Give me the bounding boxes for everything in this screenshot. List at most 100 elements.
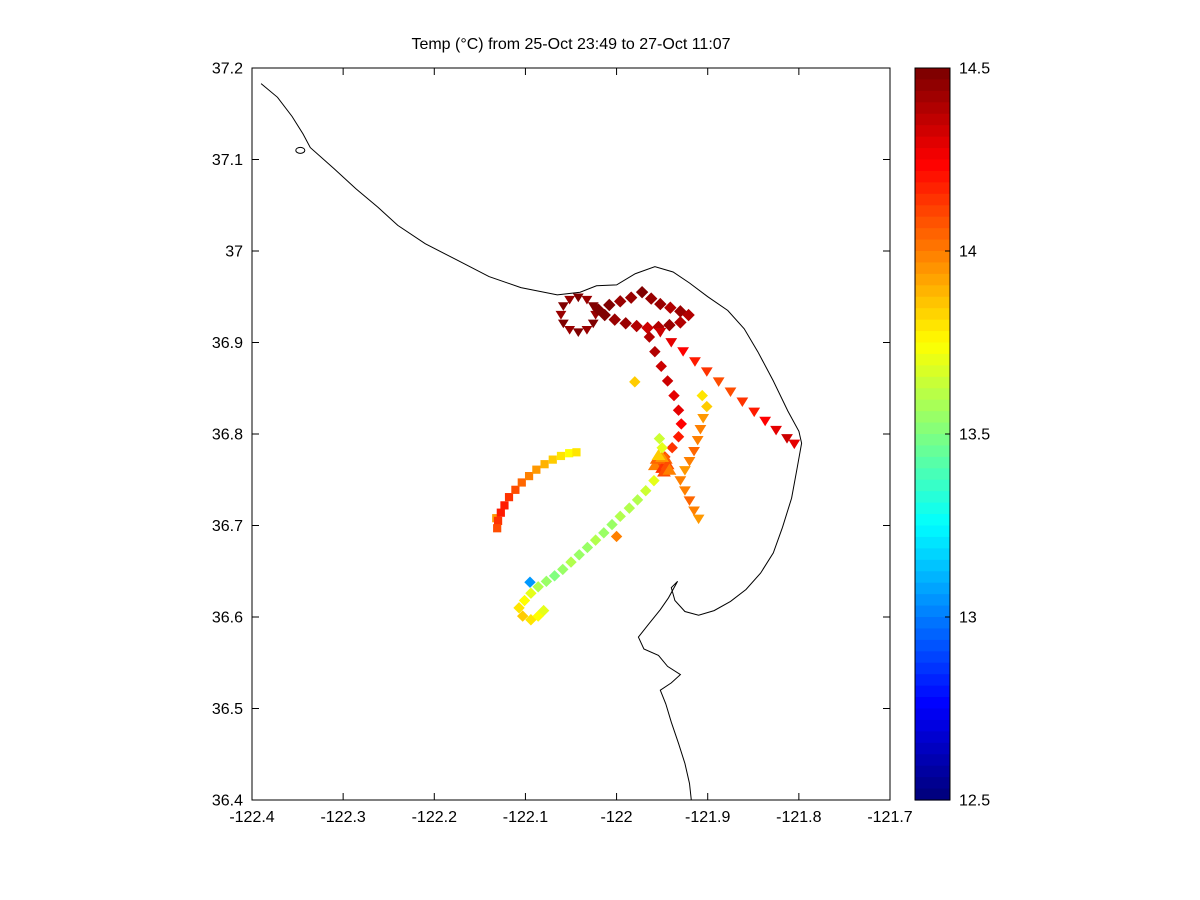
- colorbar-segment: [915, 182, 950, 195]
- colorbar-segment: [915, 708, 950, 721]
- data-marker: [493, 516, 503, 526]
- data-marker: [712, 377, 725, 387]
- colorbar-segment: [915, 639, 950, 652]
- data-marker: [736, 397, 749, 408]
- data-marker: [643, 331, 656, 343]
- data-marker: [496, 508, 505, 517]
- data-marker: [598, 308, 611, 322]
- colorbar-segment: [915, 342, 950, 355]
- y-tick-label: 36.7: [212, 518, 243, 535]
- colorbar-segment: [915, 113, 950, 126]
- x-tick-label: -122.1: [503, 809, 548, 826]
- data-marker: [572, 328, 584, 337]
- colorbar-segment: [915, 193, 950, 206]
- colorbar-segment: [915, 376, 950, 389]
- colorbar-segment: [915, 594, 950, 607]
- data-marker: [631, 494, 644, 506]
- colorbar-segment: [915, 674, 950, 687]
- x-tick-label: -122: [601, 809, 633, 826]
- colorbar-segment: [915, 262, 950, 275]
- colorbar-segment: [915, 308, 950, 321]
- data-marker: [513, 602, 525, 614]
- colorbar-segment: [915, 365, 950, 378]
- colorbar-segment: [915, 582, 950, 595]
- track-scattered-points: [610, 376, 713, 543]
- colorbar-tick-label: 14: [959, 244, 977, 261]
- colorbar-segment: [915, 536, 950, 549]
- x-tick-label: -122.2: [412, 809, 457, 826]
- data-marker: [668, 389, 680, 402]
- data-marker: [557, 563, 569, 576]
- data-marker: [518, 594, 531, 607]
- x-tick-label: -121.8: [776, 809, 821, 826]
- colorbar-segment: [915, 571, 950, 584]
- colorbar-segment: [915, 216, 950, 229]
- y-tick-label: 36.8: [212, 427, 243, 444]
- data-marker: [619, 317, 632, 330]
- data-marker: [524, 576, 536, 588]
- data-marker: [661, 375, 674, 387]
- colorbar-segment: [915, 228, 950, 241]
- data-marker: [517, 478, 526, 487]
- colorbar-segment: [915, 68, 950, 81]
- colorbar-tick-label: 13.5: [959, 427, 990, 444]
- y-tick-label: 36.5: [212, 701, 243, 718]
- colorbar-segment: [915, 468, 950, 481]
- data-marker: [592, 303, 605, 316]
- colorbar-segment: [915, 628, 950, 641]
- data-marker: [688, 506, 700, 516]
- data-marker: [589, 534, 602, 546]
- data-marker: [682, 308, 695, 322]
- data-marker: [532, 610, 544, 622]
- colorbar-segment: [915, 742, 950, 755]
- track-north-loop: [555, 293, 602, 337]
- data-marker: [647, 459, 662, 471]
- data-marker: [598, 527, 610, 539]
- data-marker: [573, 549, 585, 561]
- colorbar-segment: [915, 548, 950, 561]
- data-marker: [663, 318, 676, 332]
- colorbar-tick-label: 12.5: [959, 793, 990, 810]
- data-marker: [603, 298, 616, 312]
- data-marker: [672, 431, 685, 443]
- coastline: [260, 83, 803, 801]
- data-marker: [672, 404, 685, 416]
- data-marker: [700, 367, 713, 377]
- data-marker: [692, 514, 705, 525]
- colorbar-segment: [915, 205, 950, 218]
- colorbar-segment: [915, 331, 950, 344]
- data-marker: [581, 295, 593, 305]
- data-marker: [665, 338, 678, 348]
- y-axis: 36.4 36.5 36.6 36.7 36.8 36.9 37 37.1 37.2: [212, 61, 890, 810]
- colorbar-segment: [915, 456, 950, 469]
- data-marker: [581, 541, 594, 554]
- data-marker: [649, 345, 661, 358]
- colorbar-segment: [915, 296, 950, 309]
- data-marker: [557, 302, 569, 311]
- data-marker: [623, 502, 636, 514]
- coastline-map: [260, 83, 803, 801]
- data-marker: [537, 604, 550, 617]
- colorbar-segment: [915, 765, 950, 778]
- y-tick-label: 37.1: [212, 152, 243, 169]
- data-marker: [525, 614, 537, 626]
- data-marker: [564, 326, 576, 335]
- data-marker: [683, 496, 696, 506]
- colorbar-segment: [915, 399, 950, 412]
- plot-box: [251, 67, 891, 801]
- data-marker: [640, 485, 652, 497]
- data-marker: [781, 434, 793, 444]
- colorbar-segment: [915, 731, 950, 744]
- colorbar-segment: [915, 170, 950, 183]
- colorbar-segment: [915, 102, 950, 115]
- x-axis: -122.4 -122.3 -122.2 -122.1 -122 -121.9 -121.8…: [229, 68, 913, 826]
- data-marker: [664, 301, 677, 314]
- colorbar-segment: [915, 479, 950, 492]
- data-marker: [683, 457, 696, 467]
- data-marker: [696, 389, 708, 402]
- colorbar-segment: [915, 422, 950, 435]
- y-tick-label: 37.2: [212, 61, 243, 78]
- data-marker: [662, 463, 677, 475]
- colorbar-segment: [915, 148, 950, 161]
- data-marker: [653, 432, 666, 445]
